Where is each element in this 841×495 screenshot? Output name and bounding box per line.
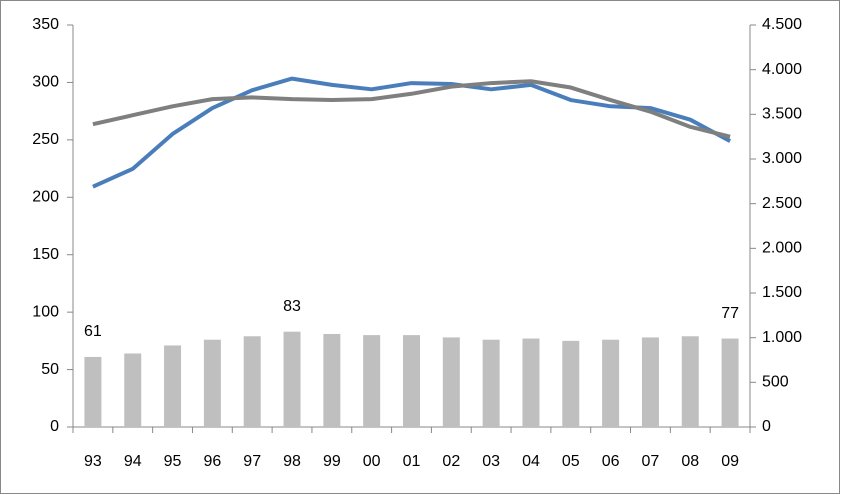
y2-tick-label: 0: [762, 418, 771, 435]
y2-tick-label: 4.000: [762, 61, 802, 78]
y-tick-label: 100: [32, 303, 59, 320]
data-label: 61: [84, 323, 102, 340]
x-tick-label: 95: [164, 453, 182, 470]
y2-tick-label: 2.500: [762, 195, 802, 212]
y2-tick-label: 1.000: [762, 329, 802, 346]
y2-tick-label: 4.500: [762, 16, 802, 33]
x-tick-label: 09: [721, 453, 739, 470]
x-tick-label: 08: [681, 453, 699, 470]
x-tick-label: 06: [602, 453, 620, 470]
x-tick-label: 94: [124, 453, 142, 470]
bar: [124, 353, 142, 427]
bar: [283, 331, 301, 427]
y2-tick-label: 500: [762, 374, 789, 391]
y-tick-label: 150: [32, 246, 59, 263]
x-tick-label: 93: [84, 453, 102, 470]
data-label: 77: [721, 305, 739, 322]
x-tick-label: 96: [203, 453, 221, 470]
y-tick-label: 50: [41, 361, 59, 378]
bar: [243, 336, 261, 427]
y2-tick-label: 2.000: [762, 240, 802, 257]
x-tick-label: 02: [442, 453, 460, 470]
line: [92, 76, 732, 189]
bar: [442, 337, 460, 427]
x-tick-label: 00: [363, 453, 381, 470]
bar: [84, 356, 102, 427]
x-tick-label: 04: [522, 453, 540, 470]
bar: [522, 338, 540, 427]
x-tick-label: 99: [323, 453, 341, 470]
y-tick-label: 200: [32, 189, 59, 206]
x-tick-label: 97: [243, 453, 261, 470]
x-tick-label: 01: [403, 453, 421, 470]
data-label: 83: [283, 298, 301, 315]
bar: [562, 340, 580, 427]
y2-tick-label: 1.500: [762, 284, 802, 301]
bar: [403, 335, 420, 427]
y-tick-label: 350: [32, 16, 59, 33]
bar: [363, 335, 381, 427]
x-tick-label: 98: [283, 453, 301, 470]
y-tick-label: 250: [32, 131, 59, 148]
y-tick-label: 0: [50, 418, 59, 435]
bar: [164, 345, 182, 427]
bar: [641, 337, 659, 427]
bar: [721, 338, 739, 427]
bar: [602, 339, 620, 427]
bar: [323, 333, 341, 427]
x-tick-label: 05: [562, 453, 580, 470]
bar: [203, 339, 221, 427]
x-tick-label: 07: [642, 453, 660, 470]
y-tick-label: 300: [32, 74, 59, 91]
x-tick-label: 03: [482, 453, 500, 470]
bar: [482, 339, 500, 427]
line: [92, 79, 731, 139]
y2-tick-label: 3.500: [762, 106, 802, 123]
bar: [681, 336, 699, 427]
y2-tick-label: 3.000: [762, 150, 802, 167]
